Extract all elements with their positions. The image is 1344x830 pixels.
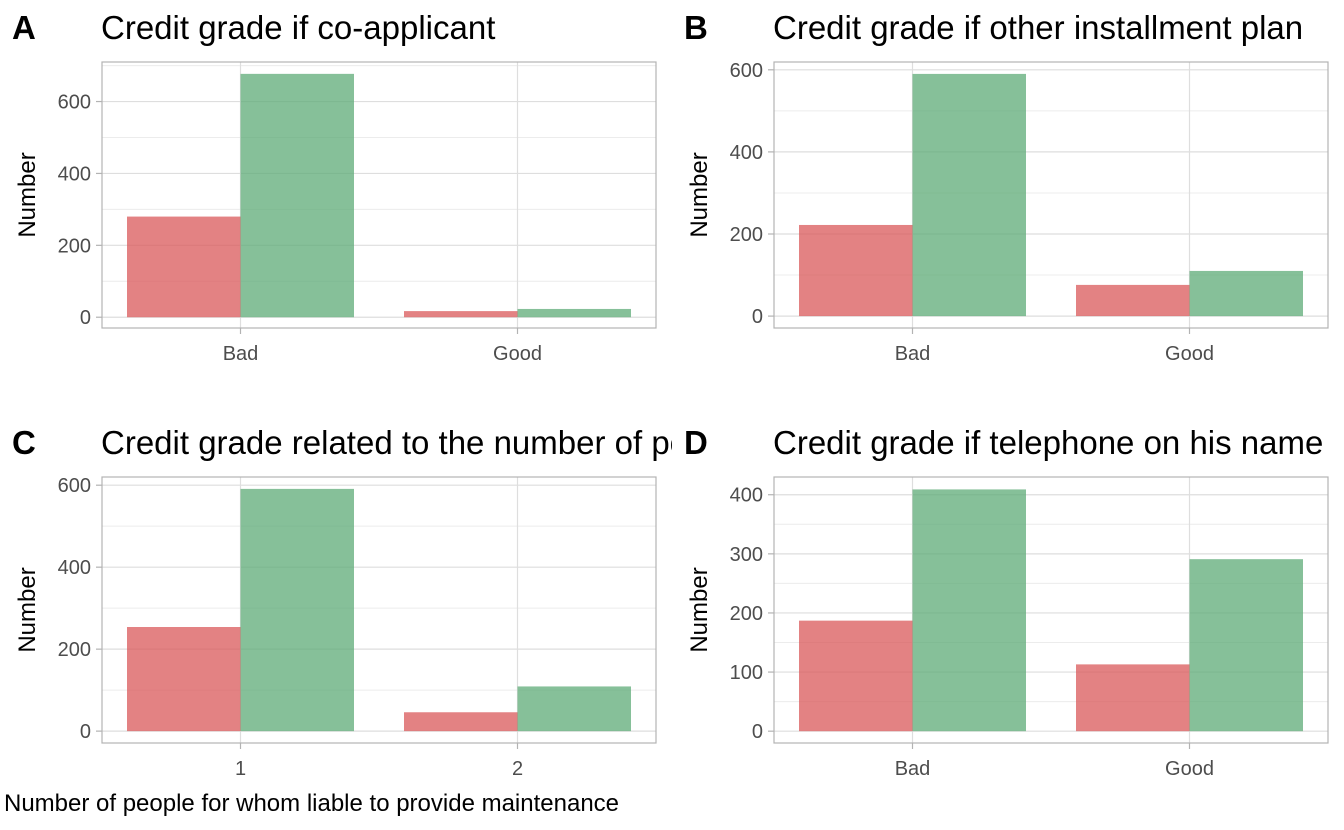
plot-border [773,476,1329,744]
y-tick-label: 0 [80,721,91,743]
panel-c: C Credit grade related to the number of … [0,415,672,830]
x-tick-label: Bad [223,343,259,365]
panel-title: Credit grade if telephone on his name [773,424,1324,461]
y-tick-label: 200 [58,235,91,257]
y-tick-label: 400 [730,485,763,507]
y-tick-label: 400 [58,557,91,579]
bar-bad-0 [127,216,241,318]
bar-bad-0 [127,627,241,732]
y-tick-label: 200 [730,224,763,246]
y-axis-title: Number [14,567,41,652]
bar-good-0 [240,488,354,732]
y-tick-label: 400 [58,163,91,185]
panel-d: D Credit grade if telephone on his name … [672,415,1344,830]
panel-b: B Credit grade if other installment plan… [672,0,1344,415]
panel-letter: A [12,9,36,46]
bar-good-0 [912,73,1026,317]
bar-good-1 [517,308,631,318]
bar-good-0 [912,489,1026,732]
panel-letter: C [12,424,36,461]
x-tick-label: Good [1165,758,1214,780]
bar-chart: 0 200 400 600 Bad Good Number [686,60,1329,365]
x-axis-title: Number of people for whom liable to prov… [4,790,619,817]
y-tick-label: 600 [58,92,91,114]
x-tick-label: 1 [235,758,246,780]
y-tick-label: 600 [58,475,91,497]
bar-good-1 [1189,559,1303,732]
x-tick-label: Good [493,343,542,365]
bar-chart: 0 200 400 600 Bad Good Number [14,61,657,365]
bar-bad-0 [799,224,913,317]
plot-border [773,61,1329,329]
y-tick-label: 0 [752,721,763,743]
plot-border [101,476,657,744]
bar-good-0 [240,73,354,318]
x-tick-label: Bad [895,343,931,365]
y-axis-title: Number [14,152,41,237]
x-tick-label: 2 [512,758,523,780]
bar-chart: 0 200 400 600 1 2 Number Number of people for w… [4,475,657,817]
panel-title: Credit grade if co-applicant [101,9,496,46]
y-tick-label: 600 [730,60,763,82]
x-tick-label: Bad [895,758,931,780]
y-axis-title: Number [686,567,713,652]
bar-bad-0 [799,620,913,732]
bar-bad-1 [1076,284,1190,317]
x-tick-label: Good [1165,343,1214,365]
bar-bad-1 [1076,664,1190,732]
panel-letter: D [684,424,708,461]
y-tick-label: 400 [730,142,763,164]
bar-chart: 0 100 200 300 400 Bad Good Number [686,476,1329,780]
y-tick-label: 100 [730,662,763,684]
y-tick-label: 300 [730,544,763,566]
bar-good-1 [517,686,631,732]
bar-bad-1 [404,712,518,732]
y-tick-label: 200 [730,603,763,625]
bar-good-1 [1189,270,1303,317]
panel-title: Credit grade related to the number of pe… [101,424,672,461]
y-tick-label: 0 [752,306,763,328]
y-tick-label: 0 [80,307,91,329]
panel-letter: B [684,9,708,46]
panel-title: Credit grade if other installment plan [773,9,1304,46]
panel-a: A Credit grade if co-applicant 0 200 400 60… [0,0,672,415]
plot-border [101,61,657,329]
y-tick-label: 200 [58,639,91,661]
y-axis-title: Number [686,152,713,237]
bar-bad-1 [404,311,518,318]
